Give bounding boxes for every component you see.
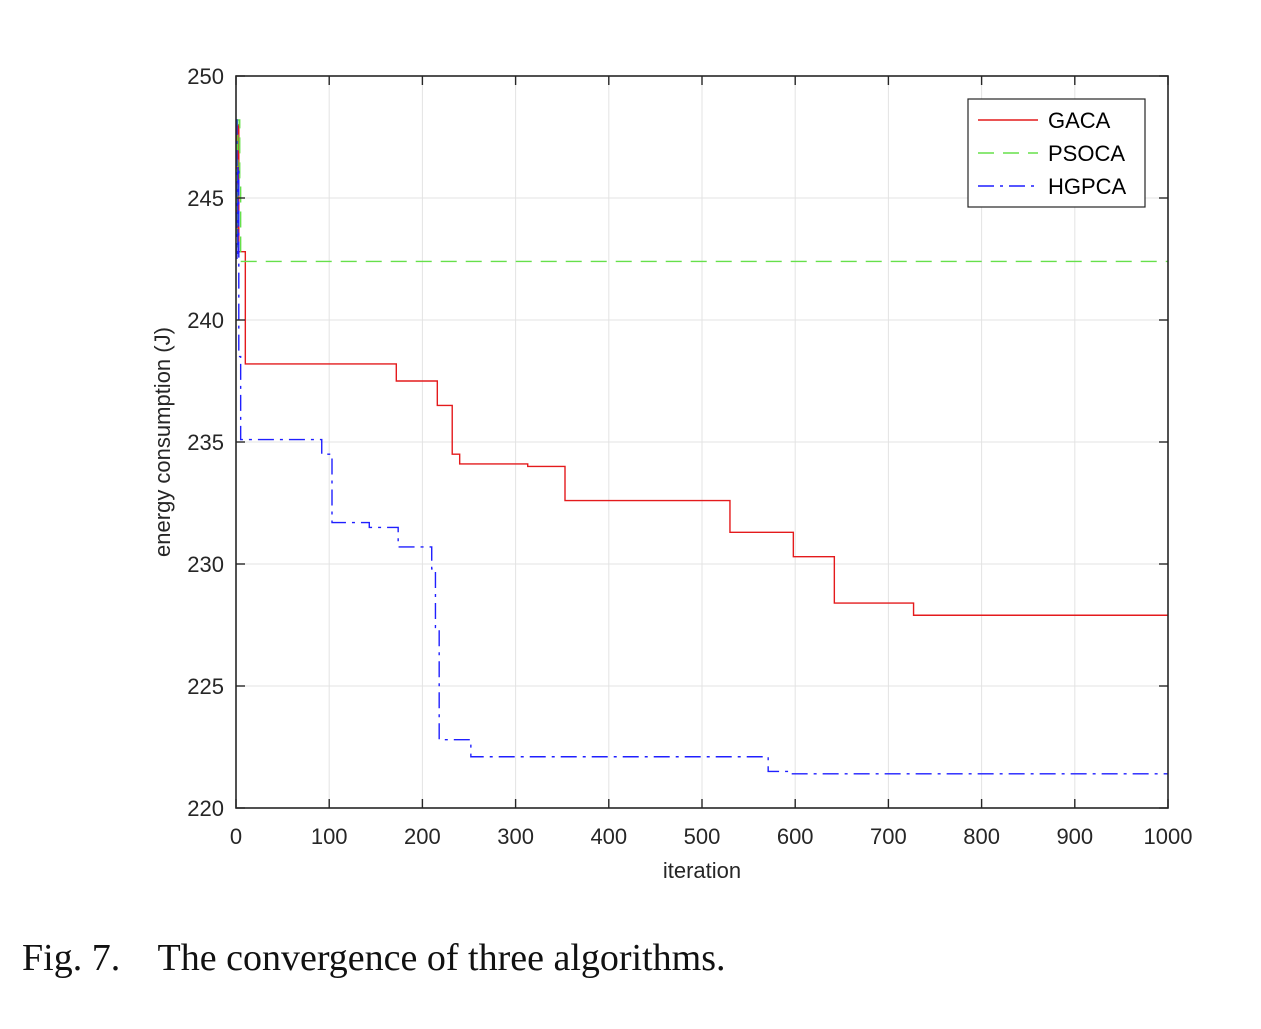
y-tick-label: 235 (187, 430, 224, 455)
legend-label-psoca: PSOCA (1048, 141, 1125, 166)
x-tick-label: 800 (963, 824, 1000, 849)
x-tick-label: 200 (404, 824, 441, 849)
x-tick-label: 900 (1056, 824, 1093, 849)
y-tick-label: 225 (187, 674, 224, 699)
convergence-chart: 0 100 200 300 400 500 600 700 800 900 1000 220 225 23… (150, 64, 1193, 883)
x-tick-label: 500 (684, 824, 721, 849)
legend-box (967, 98, 1146, 208)
series-line-gaca (236, 119, 1168, 616)
y-tick-label: 230 (187, 552, 224, 577)
legend-label-gaca: GACA (1048, 108, 1111, 133)
x-tick-label: 700 (870, 824, 907, 849)
x-tick-label: 400 (590, 824, 627, 849)
y-tick-label: 245 (187, 186, 224, 211)
y-axis-label: energy consumption (J) (150, 327, 175, 557)
y-tick-label: 220 (187, 796, 224, 821)
x-tick-label: 0 (230, 824, 242, 849)
legend-label-hgpca: HGPCA (1048, 174, 1127, 199)
figure-caption: Fig. 7. The convergence of three algorit… (22, 937, 726, 979)
y-tick-label: 240 (187, 308, 224, 333)
x-tick-label: 300 (497, 824, 534, 849)
x-tick-label: 100 (311, 824, 348, 849)
series-line-hgpca (236, 119, 1168, 775)
x-tick-label: 600 (777, 824, 814, 849)
x-axis-label: iteration (663, 858, 741, 883)
y-tick-label: 250 (187, 64, 224, 89)
x-tick-label: 1000 (1144, 824, 1193, 849)
